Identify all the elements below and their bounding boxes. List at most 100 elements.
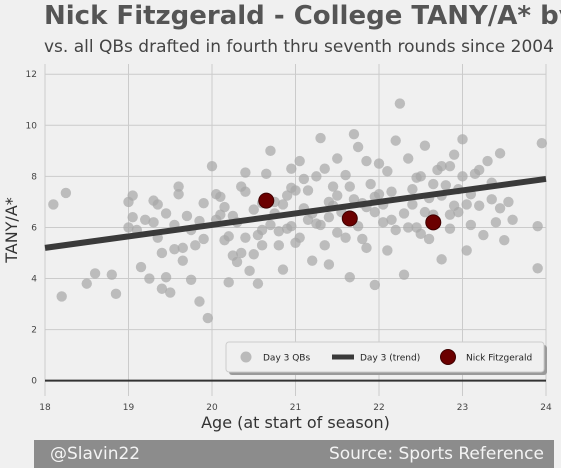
scatter-point [398, 208, 410, 219]
y-tick-label: 12 [26, 70, 37, 80]
x-tick-label: 18 [39, 403, 51, 413]
y-axis-label: TANY/A* [2, 197, 21, 264]
scatter-point [332, 227, 343, 238]
scatter-point [428, 178, 439, 190]
scatter-point [206, 160, 218, 172]
scatter-point [202, 312, 214, 324]
scatter-point [390, 224, 401, 236]
scatter-point [344, 181, 355, 192]
y-tick-label: 6 [31, 223, 37, 233]
scatter-point [231, 256, 243, 268]
highlight-point [425, 214, 442, 231]
scatter-point [323, 259, 335, 270]
scatter-point [240, 167, 251, 178]
scatter-point [382, 245, 393, 256]
scatter-point [373, 158, 385, 169]
scatter-point [311, 171, 322, 182]
scatter-point [478, 229, 489, 241]
scatter-point [281, 190, 293, 201]
scatter-point [382, 166, 393, 177]
scatter-point [357, 233, 368, 245]
y-tick-label: 0 [31, 377, 37, 387]
scatter-point [436, 254, 447, 265]
scatter-point [156, 247, 168, 259]
scatter-point [265, 145, 276, 157]
scatter-point [474, 164, 485, 176]
scatter-point [465, 219, 477, 231]
scatter-point [315, 219, 326, 231]
scatter-point [265, 219, 276, 231]
scatter-point [236, 181, 247, 192]
scatter-point [106, 269, 118, 280]
scatter-point [411, 222, 422, 233]
scatter-point [256, 224, 268, 236]
highlight-point [341, 210, 358, 227]
chart-title: Nick Fitzgerald - College TANY/A* by Age [44, 1, 561, 31]
scatter-point [352, 141, 364, 153]
scatter-point [423, 233, 435, 245]
scatter-point [323, 212, 335, 223]
scatter-point [140, 214, 151, 225]
scatter-point [386, 186, 397, 197]
scatter-point [319, 240, 330, 251]
scatter-point [160, 208, 172, 219]
scatter-point [494, 148, 506, 159]
scatter-point [277, 264, 289, 275]
legend-highlight-marker [440, 349, 456, 365]
scatter-point [361, 155, 372, 167]
x-tick-label: 23 [457, 403, 468, 413]
scatter-point [244, 265, 255, 277]
legend-trend-label: Day 3 (trend) [360, 354, 420, 364]
scatter-point [444, 223, 456, 234]
scatter-point [307, 255, 318, 266]
scatter-point [148, 217, 159, 228]
scatter-point [144, 273, 155, 284]
scatter-point [461, 199, 472, 210]
scatter-point [440, 180, 451, 191]
scatter-point [448, 200, 460, 211]
chart-subtitle: vs. all QBs drafted in fourth thru seven… [44, 37, 554, 57]
scatter-point [219, 201, 230, 213]
legend-scatter-marker [240, 351, 252, 363]
scatter-point [323, 196, 335, 208]
scatter-point [236, 247, 247, 259]
legend-box [225, 341, 545, 373]
footer-bar: @Slavin22 Source: Sports Reference [34, 440, 554, 468]
scatter-point [223, 231, 234, 242]
scatter-point [156, 283, 168, 294]
scatter-point [482, 155, 493, 167]
scatter-point [377, 217, 389, 228]
scatter-point [294, 232, 305, 243]
scatter-point [198, 233, 209, 245]
scatter-point [444, 160, 456, 172]
scatter-point [394, 98, 406, 109]
scatter-point [348, 194, 360, 205]
scatter-point [507, 214, 518, 225]
scatter-point [256, 240, 268, 251]
scatter-point [407, 199, 418, 210]
scatter-point [298, 173, 310, 185]
scatter-point [369, 206, 381, 218]
scatter-point [290, 185, 301, 196]
scatter-point [332, 190, 343, 201]
scatter-point [348, 129, 360, 140]
scatter-point [210, 189, 222, 200]
scatter-point [327, 181, 339, 192]
scatter-point [56, 291, 67, 302]
x-tick-label: 19 [123, 403, 135, 413]
scatter-point [110, 288, 122, 300]
scatter-point [273, 240, 284, 251]
scatter-point [448, 149, 460, 160]
y-tick-label: 10 [26, 121, 38, 131]
scatter-point [123, 222, 134, 233]
scatter-point [361, 242, 372, 254]
scatter-point [177, 255, 188, 266]
scatter-point [60, 187, 72, 199]
scatter-point [273, 226, 284, 237]
y-tick-label: 4 [31, 275, 37, 285]
scatter-point [252, 278, 264, 289]
scatter-point [173, 181, 184, 192]
y-tick-label: 2 [31, 326, 37, 336]
scatter-point [419, 206, 431, 218]
scatter-point [407, 183, 418, 195]
